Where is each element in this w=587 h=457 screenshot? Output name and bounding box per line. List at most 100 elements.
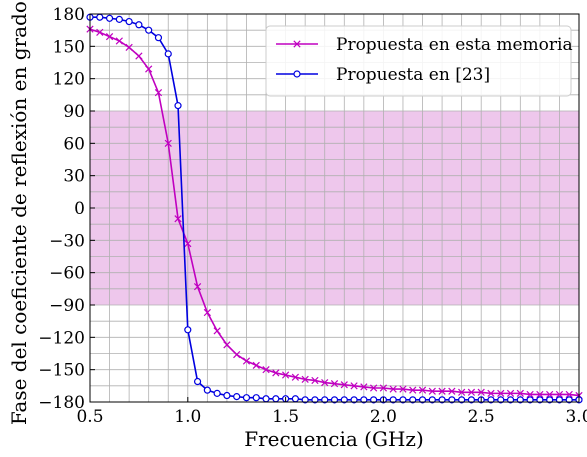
data-point xyxy=(213,327,221,335)
grid xyxy=(89,13,580,403)
data-point xyxy=(233,393,241,401)
data-point xyxy=(311,376,319,385)
data-point xyxy=(418,386,427,394)
data-point xyxy=(135,52,143,60)
x-tick-label: 1.5 xyxy=(272,407,299,427)
data-point xyxy=(105,33,114,41)
x-tick-label: 1.0 xyxy=(174,407,201,427)
y-axis-label: Fase del coeficiente de reflexión en gra… xyxy=(7,0,31,425)
data-point xyxy=(252,394,260,402)
series-layer xyxy=(86,13,583,404)
data-point xyxy=(360,396,368,404)
data-point xyxy=(184,326,192,334)
data-point xyxy=(370,396,378,404)
y-tick-label: 60 xyxy=(63,134,85,154)
data-point xyxy=(399,385,407,393)
data-point xyxy=(262,366,270,374)
data-point xyxy=(536,390,544,399)
data-point xyxy=(125,43,133,52)
x-axis-label: Frecuencia (GHz) xyxy=(244,427,424,451)
data-point xyxy=(516,396,524,404)
data-point xyxy=(154,34,163,42)
data-point xyxy=(233,350,241,359)
y-tick-label: 0 xyxy=(74,199,85,219)
data-point xyxy=(497,389,505,398)
y-tick-label: −90 xyxy=(49,296,85,316)
data-point xyxy=(458,396,466,404)
data-point xyxy=(438,396,446,404)
data-point xyxy=(301,375,309,383)
data-point xyxy=(409,386,417,394)
data-point xyxy=(506,389,515,398)
legend-label: Propuesta en esta memoria xyxy=(336,35,573,55)
data-point xyxy=(487,389,495,398)
y-tick-label: −180 xyxy=(38,393,85,413)
data-point xyxy=(330,380,339,388)
data-point xyxy=(428,387,436,395)
data-point xyxy=(526,396,534,404)
y-tick-label: −120 xyxy=(38,328,85,348)
data-point xyxy=(546,396,554,404)
data-point xyxy=(340,396,348,404)
data-point xyxy=(223,391,231,400)
data-point xyxy=(203,308,211,317)
data-point xyxy=(242,394,251,402)
data-point xyxy=(536,396,544,404)
data-point xyxy=(223,341,231,349)
data-point xyxy=(487,396,495,404)
data-point xyxy=(340,381,348,389)
data-point xyxy=(409,396,417,404)
y-tick-label: −150 xyxy=(38,361,85,381)
data-point xyxy=(321,378,329,387)
data-point xyxy=(321,396,329,404)
data-point xyxy=(477,388,485,396)
data-point xyxy=(301,396,309,404)
data-point xyxy=(497,396,505,404)
data-point xyxy=(506,396,515,404)
data-point xyxy=(174,102,182,110)
data-point xyxy=(193,377,202,386)
y-tick-label: 90 xyxy=(63,102,85,122)
data-point xyxy=(115,15,123,23)
legend-box xyxy=(265,25,572,97)
legend-label: Propuesta en [23] xyxy=(336,65,490,85)
data-point xyxy=(193,283,202,291)
data-point xyxy=(350,396,358,404)
x-tick-label: 3.0 xyxy=(565,407,587,427)
series-2 xyxy=(86,13,583,404)
data-point xyxy=(115,37,123,45)
data-point xyxy=(154,89,163,97)
y-tick-label: 180 xyxy=(53,5,85,25)
data-point xyxy=(96,28,104,36)
data-point xyxy=(262,395,270,403)
data-point xyxy=(438,387,446,395)
data-point xyxy=(311,396,319,404)
data-point xyxy=(516,389,524,398)
data-point xyxy=(467,396,476,404)
data-point xyxy=(467,388,476,396)
data-point xyxy=(252,361,260,369)
data-point xyxy=(203,386,211,394)
data-point xyxy=(389,396,397,404)
x-tick-label: 2.5 xyxy=(468,407,495,427)
data-point xyxy=(555,390,564,399)
data-point xyxy=(428,396,436,404)
data-point xyxy=(105,14,114,22)
x-axis: 0.5 1.0 1.5 2.0 2.5 3.0 xyxy=(76,397,587,427)
data-point xyxy=(164,139,172,147)
data-point xyxy=(174,215,182,223)
data-point xyxy=(135,21,143,29)
data-point xyxy=(369,384,378,392)
data-point xyxy=(272,369,280,377)
data-point xyxy=(291,395,299,403)
data-point xyxy=(125,17,133,26)
data-point xyxy=(145,26,153,34)
y-tick-label: 120 xyxy=(53,70,85,90)
data-point xyxy=(555,396,564,404)
legend-marker xyxy=(293,70,301,78)
data-point xyxy=(281,371,290,379)
x-tick-label: 0.5 xyxy=(76,407,103,427)
data-point xyxy=(145,65,153,73)
y-tick-label: 30 xyxy=(63,167,85,187)
